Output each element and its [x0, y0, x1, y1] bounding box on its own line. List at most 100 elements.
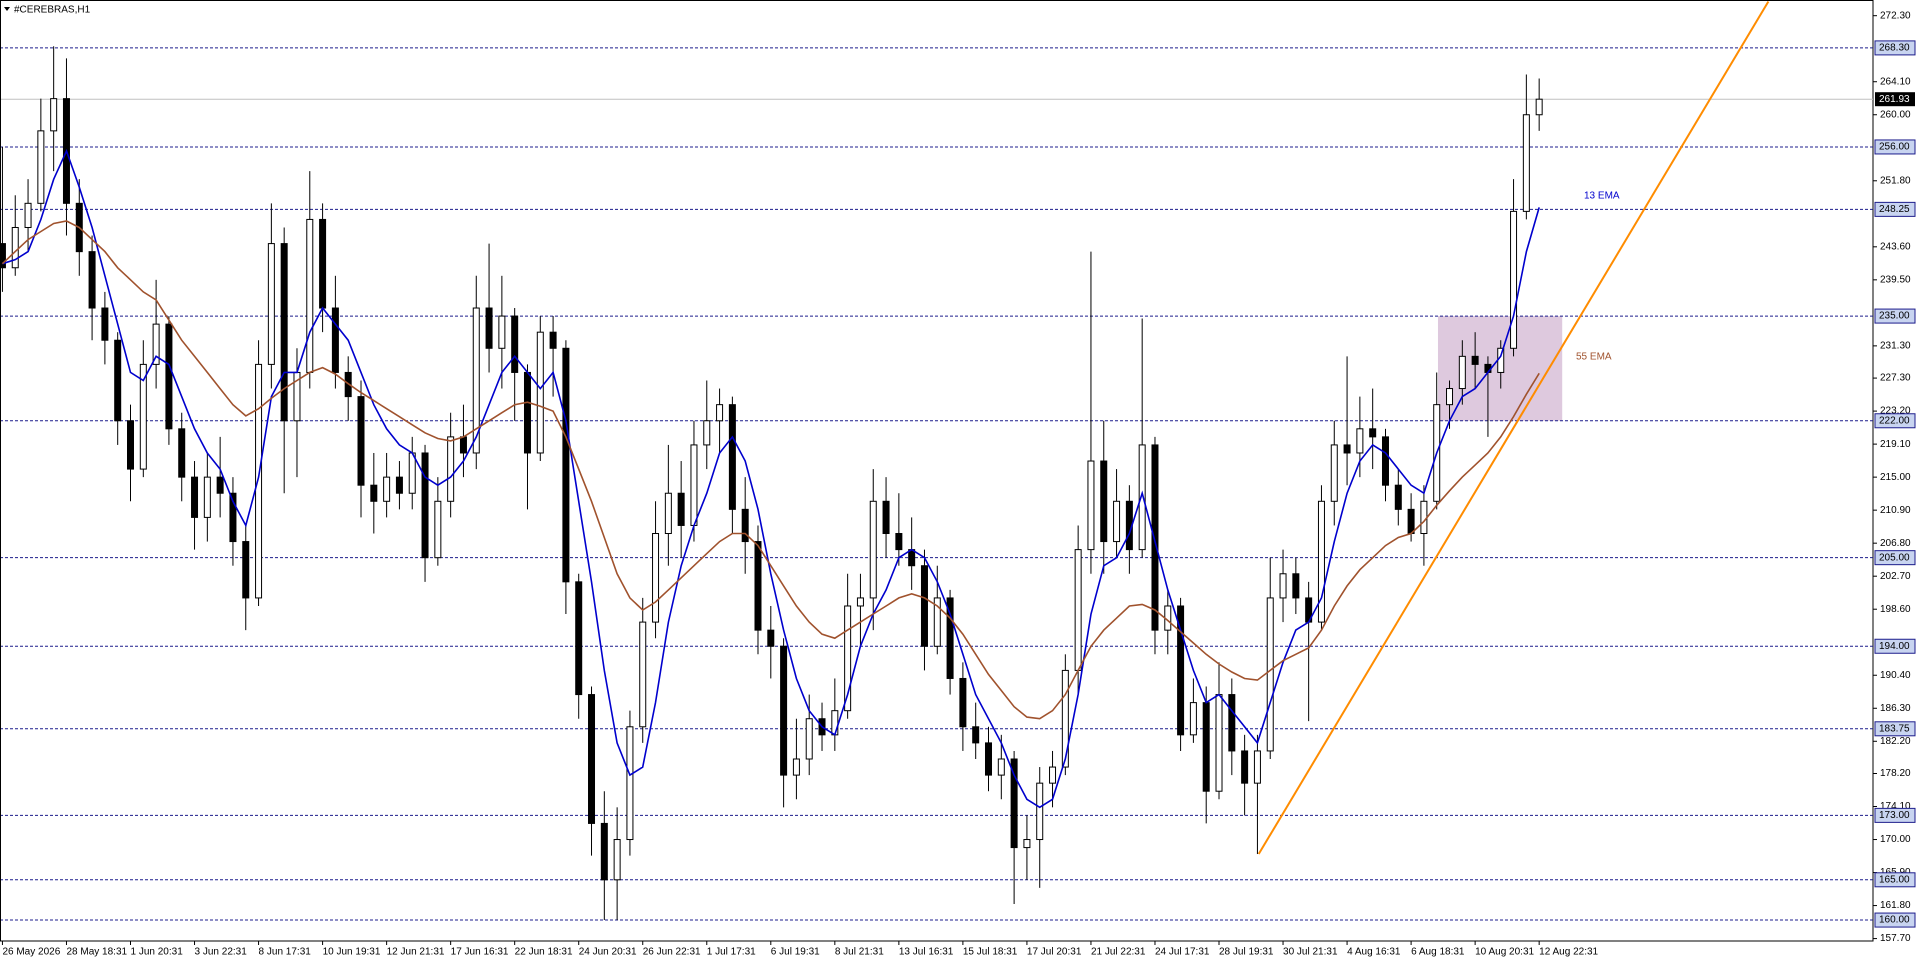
candle-body: [1253, 750, 1261, 784]
candle-body: [485, 307, 493, 349]
candle-body: [1279, 573, 1287, 599]
y-tick-label: 198.60: [1880, 604, 1911, 615]
candle-body: [588, 694, 596, 824]
candle-body: [754, 541, 762, 631]
candle-body: [1177, 605, 1185, 736]
candle-body: [1151, 444, 1159, 631]
level-label: 165.00: [1879, 874, 1910, 885]
candle-body: [1113, 500, 1121, 543]
candle-body: [1381, 436, 1389, 486]
candle-body: [1394, 484, 1402, 510]
candle-body: [1471, 355, 1479, 365]
candle-body: [946, 597, 954, 679]
candle-body: [472, 307, 480, 454]
candle-body: [1241, 750, 1249, 784]
candle-body: [1100, 460, 1108, 543]
candle-body: [600, 822, 608, 881]
candle-body: [728, 404, 736, 510]
y-tick-label: 272.30: [1880, 10, 1911, 21]
level-label: 194.00: [1879, 641, 1910, 652]
candle-body: [1420, 500, 1428, 535]
ema-line: [1, 220, 1540, 720]
candle-body: [972, 726, 980, 744]
candle-body: [383, 476, 391, 502]
y-tick-label: 174.10: [1880, 801, 1911, 812]
candle-body: [1036, 782, 1044, 841]
candle-body: [856, 597, 864, 607]
y-tick-label: 202.70: [1880, 571, 1911, 582]
x-tick-label: 30 Jul 21:31: [1283, 947, 1338, 958]
level-label: 268.30: [1879, 43, 1910, 54]
ema13-label: 13 EMA: [1584, 191, 1620, 202]
y-tick-label: 231.30: [1880, 341, 1911, 352]
candle-body: [178, 428, 186, 478]
ema55-label: 55 EMA: [1576, 352, 1612, 363]
y-tick-label: 215.00: [1880, 472, 1911, 483]
candle-body: [523, 371, 531, 454]
y-tick-label: 178.20: [1880, 768, 1911, 779]
candle-body: [24, 202, 32, 228]
y-tick-label: 219.10: [1880, 439, 1911, 450]
candle-body: [741, 508, 749, 543]
x-tick-label: 12 Jun 21:31: [387, 947, 445, 958]
x-tick-label: 3 Jun 22:31: [195, 947, 248, 958]
candle-body: [1061, 669, 1069, 768]
y-tick-label: 161.80: [1880, 900, 1911, 911]
level-label: 173.00: [1879, 810, 1910, 821]
ema-line: [2, 148, 1540, 809]
candle-body: [1189, 702, 1197, 736]
candle-body: [1049, 766, 1057, 784]
candle-body: [1292, 573, 1300, 599]
candle-body: [434, 500, 442, 559]
candle-body: [690, 444, 698, 526]
x-tick-label: 24 Jul 17:31: [1155, 947, 1210, 958]
candle-body: [11, 226, 19, 269]
candle-body: [1023, 839, 1031, 849]
y-tick-label: 186.30: [1880, 703, 1911, 714]
candle-body: [306, 218, 314, 373]
x-tick-label: 26 Jun 22:31: [643, 947, 701, 958]
candle-body: [1343, 444, 1351, 454]
y-tick-label: 264.10: [1880, 76, 1911, 87]
candle-body: [88, 251, 96, 309]
candle-body: [459, 436, 467, 454]
candle-body: [985, 742, 993, 776]
y-tick-label: 223.20: [1880, 406, 1911, 417]
x-tick-label: 15 Jul 18:31: [963, 947, 1018, 958]
x-tick-label: 17 Jul 20:31: [1027, 947, 1082, 958]
candle-body: [267, 243, 275, 365]
candle-body: [498, 315, 506, 349]
y-tick-label: 251.80: [1880, 175, 1911, 186]
candle-body: [101, 307, 109, 341]
candle-body: [319, 218, 327, 309]
level-label-box: [1874, 40, 1916, 56]
y-tick-label: 190.40: [1880, 670, 1911, 681]
current-price-label: 261.93: [1879, 94, 1910, 105]
candle-body: [869, 500, 877, 599]
x-tick-label: 10 Aug 20:31: [1475, 947, 1534, 958]
candle-body: [549, 331, 557, 349]
candle-body: [395, 476, 403, 494]
candle-body: [1074, 549, 1082, 671]
candle-body: [37, 130, 45, 204]
level-label-box: [1874, 807, 1916, 823]
y-tick-label: 157.70: [1880, 933, 1911, 944]
candle-body: [1522, 114, 1530, 212]
candle-body: [447, 436, 455, 502]
candle-body: [1138, 444, 1146, 551]
candle-body: [908, 549, 916, 567]
candle-body: [1458, 355, 1466, 390]
candle-body: [280, 243, 288, 422]
y-tick-label: 206.80: [1880, 538, 1911, 549]
x-tick-label: 6 Jul 19:31: [771, 947, 820, 958]
level-label-box: [1874, 872, 1916, 888]
candle-body: [959, 677, 967, 728]
candle-body: [626, 726, 634, 841]
level-label-box: [1874, 139, 1916, 155]
candle-body: [511, 315, 519, 373]
x-tick-label: 22 Jun 18:31: [515, 947, 573, 958]
trendline: [1257, 1, 1770, 855]
candle-body: [1, 243, 6, 269]
